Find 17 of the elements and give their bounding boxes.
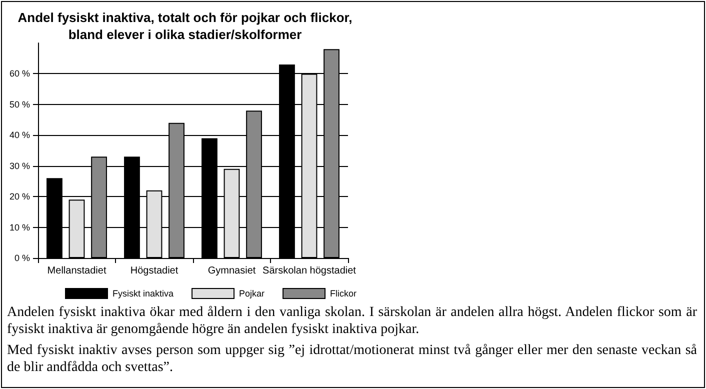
legend-label: Flickor: [330, 288, 357, 298]
chart-title: Andel fysiskt inaktiva, totalt och för pojkar och flickor, bland elever i olika stadier/skolformer: [18, 10, 352, 42]
text: Med fysiskt inaktiv avses person som uppger sig ”ej idrottat/motionerat minst två gånger eller mer den senaste veckan så de blir andfådda och svettas”.: [7, 342, 697, 376]
x-tick-label: Särskolan högstadiet: [262, 266, 356, 276]
y-tick-label: 10 %: [9, 222, 30, 232]
text: Andelen fysiskt inaktiva ökar med åldern i den vanliga skolan. I särskolan är andelen allra högst. Andelen flickor som är fysiskt inaktiva är genomgående högre än andelen fysiskt inaktiva pojkar.: [7, 304, 697, 338]
x-tick-label: Högstadiet: [130, 266, 178, 276]
y-tick-label: 50 %: [9, 99, 30, 110]
y-tick-label: 60 %: [9, 68, 30, 79]
legend-label: Pojkar: [239, 288, 265, 298]
y-tick-label: 30 %: [9, 160, 30, 171]
y-tick-label: 0 %: [14, 253, 30, 263]
x-tick-label: Gymnasiet: [208, 266, 256, 276]
x-tick-label: Mellanstadiet: [47, 266, 106, 276]
legend-label: Fysiskt inaktiva: [112, 288, 174, 298]
y-tick-label: 20 %: [9, 192, 30, 202]
y-tick-label: 40 %: [9, 130, 30, 140]
